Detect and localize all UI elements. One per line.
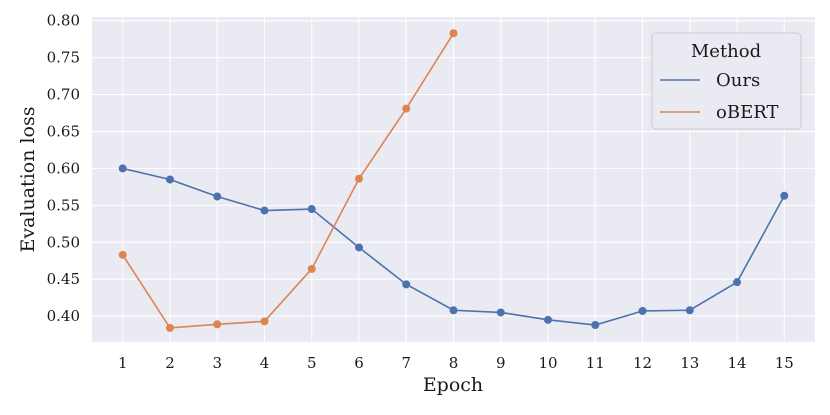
x-tick-label: 11 <box>586 354 605 372</box>
x-tick-label: 6 <box>354 354 364 372</box>
y-tick-label: 0.40 <box>47 307 80 325</box>
data-point-ours <box>780 191 789 200</box>
x-tick-labels: 1 2 3 4 5 6 7 8 9 10 11 12 13 14 15 <box>118 354 794 372</box>
legend-title: Method <box>691 41 761 62</box>
legend-label-ours: Ours <box>716 70 760 91</box>
data-point-ours <box>449 306 458 315</box>
data-point-obert <box>165 323 174 332</box>
data-point-ours <box>496 308 505 317</box>
y-tick-labels: 0.40 0.45 0.50 0.55 0.60 0.65 0.70 0.75 0.80 <box>47 12 80 325</box>
data-point-obert <box>307 264 316 273</box>
x-tick-label: 9 <box>496 354 506 372</box>
y-tick-label: 0.70 <box>47 86 80 104</box>
data-point-ours <box>733 278 742 287</box>
data-point-ours <box>260 206 269 215</box>
data-point-ours <box>307 205 316 214</box>
data-point-ours <box>685 306 694 315</box>
x-tick-label: 4 <box>260 354 270 372</box>
data-point-obert <box>354 174 363 183</box>
data-point-obert <box>260 317 269 326</box>
data-point-obert <box>118 250 127 259</box>
gridlines <box>92 17 815 342</box>
y-tick-label: 0.60 <box>47 159 80 177</box>
x-tick-label: 1 <box>118 354 128 372</box>
data-point-obert <box>449 29 458 38</box>
legend-label-obert: oBERT <box>716 102 778 123</box>
legend: Method Ours oBERT <box>651 32 802 130</box>
data-point-ours <box>544 315 553 324</box>
y-tick-label: 0.75 <box>47 49 80 67</box>
data-point-ours <box>213 192 222 201</box>
x-tick-label: 12 <box>633 354 652 372</box>
x-tick-label: 15 <box>775 354 794 372</box>
x-tick-label: 10 <box>538 354 557 372</box>
x-axis-title: Epoch <box>423 374 483 396</box>
y-tick-label: 0.50 <box>47 233 80 251</box>
x-tick-label: 3 <box>212 354 222 372</box>
y-tick-label: 0.45 <box>47 270 80 288</box>
series-line-obert <box>122 32 455 329</box>
data-point-ours <box>118 164 127 173</box>
data-point-ours <box>638 306 647 315</box>
legend-box <box>651 32 802 130</box>
x-tick-label: 13 <box>680 354 699 372</box>
y-tick-label: 0.55 <box>47 196 80 214</box>
x-tick-label: 5 <box>307 354 317 372</box>
y-axis-title: Evaluation loss <box>17 106 39 252</box>
x-tick-label: 2 <box>165 354 175 372</box>
data-point-ours <box>165 175 174 184</box>
y-tick-label: 0.65 <box>47 122 80 140</box>
y-tick-label: 0.80 <box>47 12 80 30</box>
x-tick-label: 8 <box>449 354 459 372</box>
data-point-ours <box>591 321 600 330</box>
data-point-ours <box>354 243 363 252</box>
x-tick-label: 14 <box>727 354 746 372</box>
data-point-obert <box>213 320 222 329</box>
data-point-ours <box>402 280 411 289</box>
series-layer <box>118 29 789 332</box>
x-tick-label: 7 <box>401 354 411 372</box>
data-point-obert <box>402 104 411 113</box>
